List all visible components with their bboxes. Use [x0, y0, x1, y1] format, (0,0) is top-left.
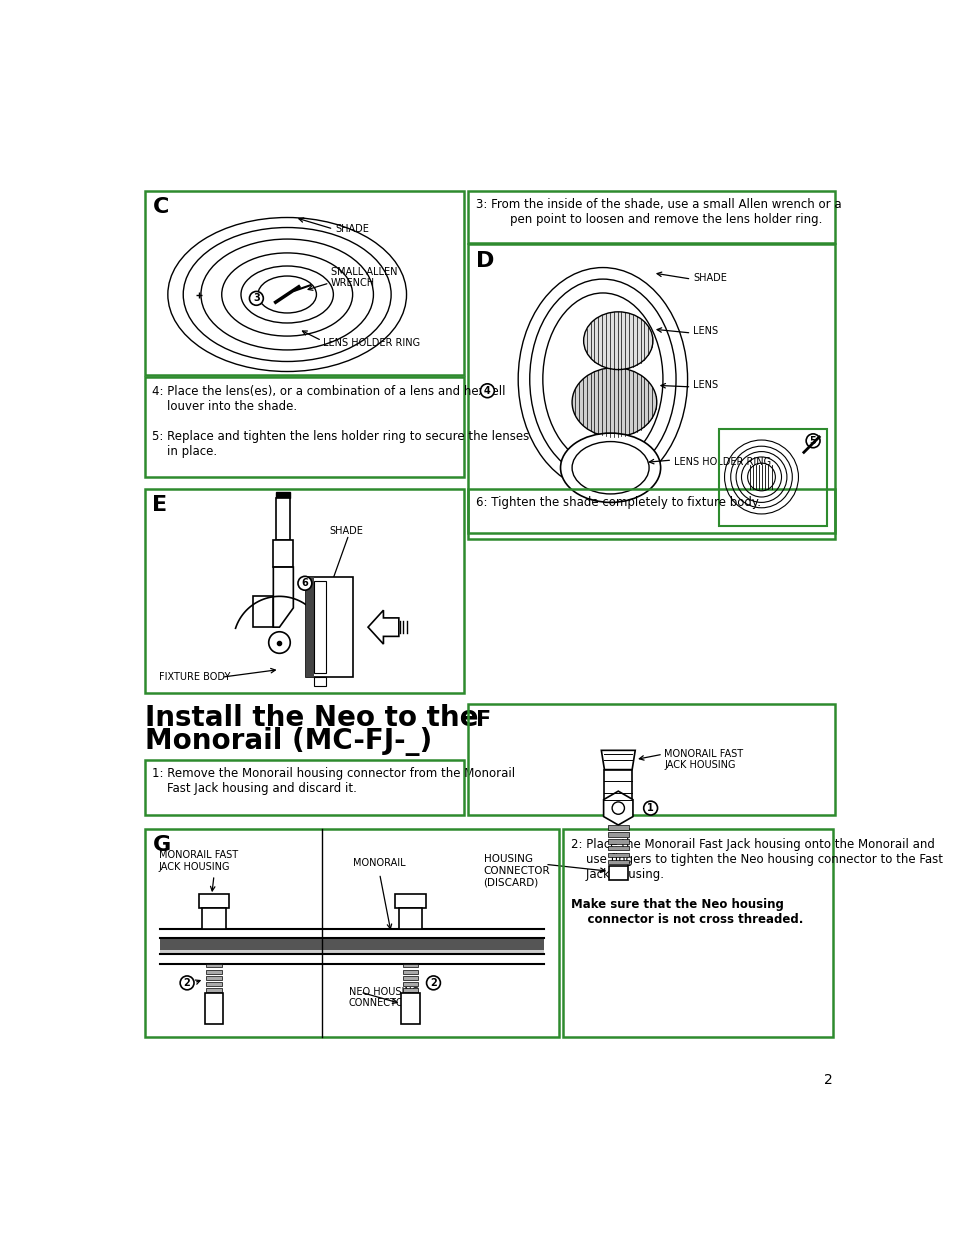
Text: 1: 1 — [646, 803, 654, 813]
Polygon shape — [253, 597, 274, 627]
Bar — [607, 860, 628, 864]
Text: MONORAIL: MONORAIL — [353, 858, 405, 868]
Bar — [160, 950, 543, 955]
Bar — [468, 245, 834, 534]
Text: SMALL ALLEN
WRENCH: SMALL ALLEN WRENCH — [331, 267, 397, 288]
Bar — [202, 908, 225, 929]
Bar — [402, 982, 417, 986]
Bar — [402, 976, 417, 979]
Bar — [719, 430, 826, 526]
Bar — [607, 839, 628, 844]
Text: 5: 5 — [809, 436, 816, 446]
Polygon shape — [603, 792, 632, 825]
Bar — [206, 976, 221, 979]
Bar — [206, 969, 221, 973]
Circle shape — [643, 802, 657, 815]
Text: SHADE: SHADE — [329, 526, 363, 536]
Bar — [402, 969, 417, 973]
Text: 2: 2 — [430, 978, 436, 988]
Text: 2: 2 — [823, 1073, 832, 1087]
Bar — [306, 577, 314, 677]
Bar — [276, 498, 290, 540]
Text: Monorail (MC-FJ-_): Monorail (MC-FJ-_) — [145, 727, 432, 756]
Text: MONORAIL FAST
JACK HOUSING: MONORAIL FAST JACK HOUSING — [664, 748, 742, 771]
Bar — [145, 377, 464, 477]
Polygon shape — [274, 567, 293, 627]
Circle shape — [180, 976, 193, 989]
Bar — [145, 760, 464, 815]
Bar — [145, 829, 558, 1036]
Ellipse shape — [572, 368, 656, 437]
Text: 6: Tighten the shade completely to fixture body.: 6: Tighten the shade completely to fixtu… — [476, 496, 760, 509]
Bar — [562, 829, 832, 1036]
Circle shape — [612, 802, 624, 814]
Bar — [276, 493, 290, 498]
Bar — [145, 190, 464, 375]
Text: G: G — [152, 835, 171, 855]
Text: 3: From the inside of the shade, use a small Allen wrench or a
    pen point to : 3: From the inside of the shade, use a s… — [476, 199, 841, 226]
Ellipse shape — [572, 442, 648, 494]
Text: 3: 3 — [253, 294, 259, 304]
Text: SHADE: SHADE — [692, 273, 726, 283]
Text: LENS HOLDER RING: LENS HOLDER RING — [323, 338, 420, 348]
Polygon shape — [600, 751, 635, 769]
Bar — [468, 190, 834, 243]
Bar — [206, 963, 221, 967]
Bar — [205, 993, 223, 1024]
Circle shape — [480, 384, 494, 398]
Bar — [206, 988, 221, 992]
Bar — [402, 963, 417, 967]
Text: E: E — [152, 495, 168, 515]
Circle shape — [269, 632, 290, 653]
Bar — [607, 832, 628, 836]
Bar — [398, 908, 421, 929]
Bar — [468, 489, 834, 538]
Text: HOUSING
CONNECTOR
(DISCARD): HOUSING CONNECTOR (DISCARD) — [483, 855, 550, 888]
Text: 1: Remove the Monorail housing connector from the Monorail
    Fast Jack housing: 1: Remove the Monorail housing connector… — [152, 767, 515, 795]
Bar — [306, 577, 353, 677]
Text: Make sure that the Neo housing
    connector is not cross threaded.: Make sure that the Neo housing connector… — [570, 898, 802, 926]
Bar — [314, 677, 325, 687]
Text: Install the Neo to the: Install the Neo to the — [145, 704, 477, 732]
Text: MONORAIL FAST
JACK HOUSING: MONORAIL FAST JACK HOUSING — [158, 851, 237, 872]
Bar — [608, 866, 627, 879]
Bar — [395, 894, 425, 908]
Text: D: D — [476, 251, 494, 270]
Circle shape — [297, 577, 312, 590]
Bar — [604, 769, 632, 808]
Bar — [468, 704, 834, 815]
Text: NEO HOUSING
CONNECTOR: NEO HOUSING CONNECTOR — [349, 987, 418, 1008]
Circle shape — [805, 433, 820, 448]
Bar — [607, 852, 628, 857]
Text: C: C — [152, 196, 169, 216]
Bar — [160, 939, 543, 950]
Bar — [607, 846, 628, 851]
Text: F: F — [476, 710, 491, 730]
Text: SHADE: SHADE — [335, 224, 369, 235]
Bar — [206, 982, 221, 986]
Text: 4: 4 — [483, 385, 490, 395]
Bar — [400, 993, 419, 1024]
Bar — [145, 489, 464, 693]
Bar — [274, 540, 293, 567]
Circle shape — [426, 976, 440, 989]
Text: LENS: LENS — [692, 326, 718, 336]
Bar — [198, 894, 229, 908]
Text: 2: Place the Monorail Fast Jack housing onto the Monorail and
    use fingers to: 2: Place the Monorail Fast Jack housing … — [570, 839, 942, 881]
Bar — [607, 825, 628, 830]
Text: LENS HOLDER RING: LENS HOLDER RING — [673, 457, 770, 467]
Text: FIXTURE BODY: FIXTURE BODY — [158, 672, 230, 682]
Text: 6: 6 — [301, 578, 308, 588]
Polygon shape — [368, 610, 398, 645]
Text: 2: 2 — [184, 978, 191, 988]
Text: LENS: LENS — [692, 380, 718, 390]
Bar — [402, 988, 417, 992]
Ellipse shape — [583, 311, 652, 369]
Ellipse shape — [560, 433, 659, 503]
Bar — [314, 580, 325, 673]
Text: 4: Place the lens(es), or a combination of a lens and hexcell
    louver into th: 4: Place the lens(es), or a combination … — [152, 384, 529, 458]
Circle shape — [249, 291, 263, 305]
